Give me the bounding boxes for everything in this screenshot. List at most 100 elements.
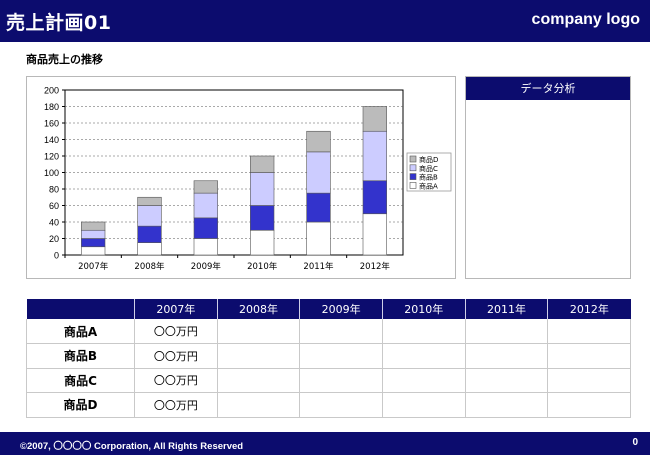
table-row: 商品B 〇〇万円 — [26, 343, 631, 369]
header-bar: 売上計画01 company logo — [0, 0, 650, 42]
table-cell[interactable] — [382, 319, 466, 344]
bar-商品D — [193, 180, 218, 194]
bar-商品C — [81, 229, 106, 239]
x-tick-label: 2011年 — [303, 261, 334, 272]
x-tick-label: 2010年 — [247, 261, 278, 272]
y-tick-label: 0 — [54, 251, 59, 261]
y-tick-label: 140 — [44, 135, 59, 145]
chart-section-title: 商品売上の推移 — [26, 53, 103, 66]
sales-table-grid: 2007年 2008年 2009年 2010年 2011年 2012年 商品A … — [26, 299, 631, 418]
bar-商品C — [193, 192, 218, 219]
bar-商品C — [306, 151, 331, 194]
y-tick-label: 100 — [44, 168, 59, 178]
table-cell[interactable] — [217, 368, 301, 393]
y-tick-label: 120 — [44, 152, 59, 162]
table-cell[interactable] — [299, 368, 383, 393]
table-cell[interactable] — [547, 392, 631, 418]
table-cell[interactable] — [547, 343, 631, 369]
x-tick-label: 2008年 — [134, 261, 165, 272]
page-title: 売上計画01 — [6, 12, 112, 34]
legend-swatch — [409, 164, 417, 172]
table-cell[interactable] — [217, 392, 301, 418]
bar-商品B — [362, 180, 387, 215]
bar-商品D — [137, 196, 162, 206]
table-cell[interactable] — [465, 368, 549, 393]
x-tick-label: 2012年 — [360, 261, 391, 272]
bar-商品A — [306, 221, 331, 256]
analysis-title: データ分析 — [466, 77, 630, 100]
table-cell[interactable]: 〇〇万円 — [134, 343, 218, 369]
table-cell[interactable] — [547, 368, 631, 393]
legend-swatch — [409, 173, 417, 180]
legend-label: 商品C — [419, 164, 438, 173]
table-cell[interactable]: 〇〇万円 — [134, 319, 218, 344]
bar-商品D — [306, 130, 331, 153]
page-number: 0 — [632, 437, 638, 448]
bar-商品A — [362, 213, 387, 256]
table-cell[interactable] — [547, 319, 631, 344]
bar-商品D — [250, 155, 275, 173]
legend-swatch — [409, 182, 417, 189]
table-cell[interactable] — [299, 319, 383, 344]
sales-chart: 0 20 40 60 80 100 120 140 160 180 200 2007年 2008年 200… — [26, 76, 456, 279]
legend-label: 商品B — [419, 173, 438, 182]
table-cell[interactable] — [299, 392, 383, 418]
bar-商品C — [137, 205, 162, 227]
table-header-empty — [26, 299, 135, 319]
sales-table: 2007年 2008年 2009年 2010年 2011年 2012年 商品A … — [26, 299, 631, 418]
x-tick-label: 2007年 — [78, 261, 109, 272]
table-row: 商品D 〇〇万円 — [26, 392, 631, 418]
footer-bar: ©2007, 〇〇〇〇 Corporation, All Rights Rese… — [0, 432, 650, 455]
table-cell[interactable] — [217, 343, 301, 369]
row-label: 商品C — [26, 368, 135, 393]
table-cell[interactable]: 〇〇万円 — [134, 392, 218, 418]
x-tick-label: 2009年 — [191, 261, 222, 272]
table-header-year: 2009年 — [299, 299, 383, 319]
table-cell[interactable] — [382, 392, 466, 418]
bar-商品A — [193, 238, 218, 256]
table-cell[interactable] — [382, 343, 466, 369]
table-cell[interactable] — [299, 343, 383, 369]
bar-商品A — [81, 246, 106, 256]
table-row: 商品A 〇〇万円 — [26, 319, 631, 344]
table-header-year: 2010年 — [382, 299, 466, 319]
legend-swatch — [409, 155, 417, 163]
table-cell[interactable] — [217, 319, 301, 344]
bar-商品C — [362, 130, 387, 182]
legend-label: 商品D — [419, 155, 438, 164]
bar-商品B — [81, 238, 106, 248]
bar-商品A — [137, 242, 162, 256]
bar-商品C — [250, 172, 275, 206]
table-cell[interactable] — [465, 343, 549, 369]
company-logo: company logo — [531, 11, 640, 28]
analysis-panel: データ分析 — [465, 76, 631, 279]
y-tick-label: 60 — [49, 201, 59, 211]
table-cell[interactable] — [382, 368, 466, 393]
table-cell[interactable] — [465, 319, 549, 344]
row-label: 商品B — [26, 343, 135, 369]
bar-商品B — [306, 192, 331, 223]
table-header-row: 2007年 2008年 2009年 2010年 2011年 2012年 — [26, 299, 631, 319]
y-tick-label: 200 — [44, 86, 59, 96]
y-tick-label: 160 — [44, 119, 59, 129]
bar-商品D — [81, 221, 106, 231]
table-row: 商品C 〇〇万円 — [26, 368, 631, 393]
bar-商品B — [137, 225, 162, 243]
y-tick-label: 20 — [49, 234, 59, 244]
bar-商品A — [250, 229, 275, 256]
y-tick-label: 40 — [49, 218, 59, 228]
copyright-text: ©2007, 〇〇〇〇 Corporation, All Rights Rese… — [20, 441, 244, 452]
row-label: 商品D — [26, 392, 135, 418]
row-label: 商品A — [26, 319, 135, 344]
bar-商品B — [193, 217, 218, 239]
table-cell[interactable] — [465, 392, 549, 418]
table-header-year: 2007年 — [134, 299, 218, 319]
y-tick-label: 180 — [44, 102, 59, 112]
table-header-year: 2012年 — [547, 299, 631, 319]
table-cell[interactable]: 〇〇万円 — [134, 368, 218, 393]
bar-商品D — [362, 106, 387, 132]
legend-label: 商品A — [419, 181, 438, 190]
bar-商品B — [250, 205, 275, 231]
table-header-year: 2011年 — [465, 299, 549, 319]
table-header-year: 2008年 — [217, 299, 301, 319]
